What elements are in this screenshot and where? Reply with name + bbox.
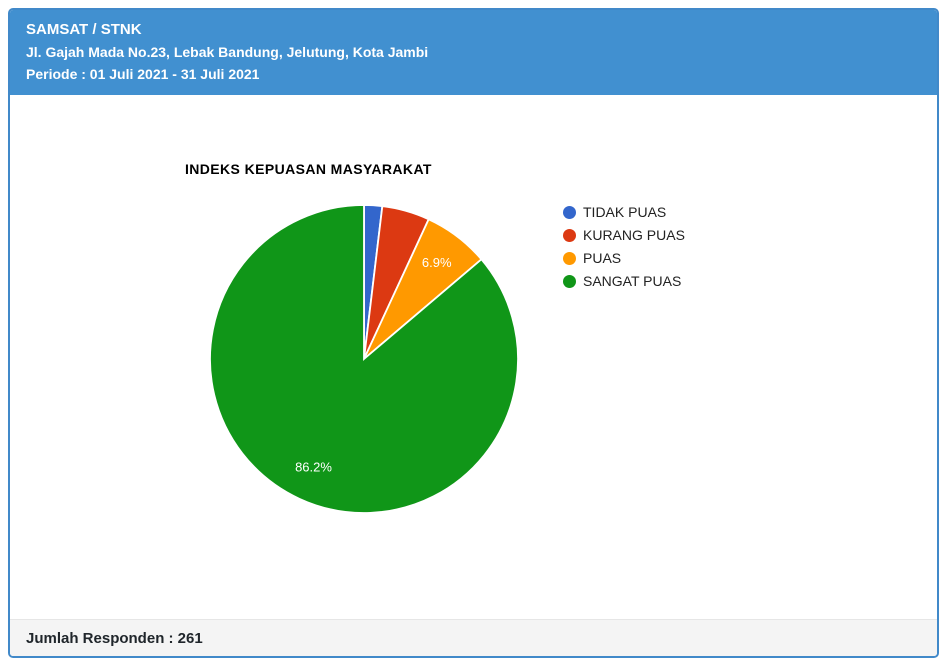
legend-label: KURANG PUAS bbox=[583, 227, 685, 243]
pie-percentage-label: 86.2% bbox=[295, 459, 332, 474]
legend-item-sangat-puas[interactable]: SANGAT PUAS bbox=[563, 273, 685, 289]
pie-percentage-label: 6.9% bbox=[422, 255, 452, 270]
pie-chart-svg: 6.9% 86.2% bbox=[209, 204, 519, 514]
legend-dot bbox=[563, 251, 576, 265]
chart-area: INDEKS KEPUASAN MASYARAKAT 6.9% 86.2% TID… bbox=[10, 95, 937, 619]
legend-item-kurang-puas[interactable]: KURANG PUAS bbox=[563, 227, 685, 243]
respondent-count: Jumlah Responden : 261 bbox=[26, 629, 203, 647]
legend-dot bbox=[563, 205, 576, 219]
report-card: SAMSAT / STNK Jl. Gajah Mada No.23, Leba… bbox=[8, 8, 939, 658]
report-period: Periode : 01 Juli 2021 - 31 Juli 2021 bbox=[26, 66, 260, 82]
pie-chart: 6.9% 86.2% bbox=[208, 203, 520, 515]
legend-label: TIDAK PUAS bbox=[583, 204, 667, 220]
pie-slice-sangat-puas[interactable] bbox=[209, 204, 519, 514]
legend-label: SANGAT PUAS bbox=[583, 273, 682, 289]
office-title: SAMSAT / STNK bbox=[26, 21, 142, 38]
card-header: SAMSAT / STNK Jl. Gajah Mada No.23, Leba… bbox=[10, 10, 937, 95]
card-footer: Jumlah Responden : 261 bbox=[10, 619, 937, 656]
legend-item-puas[interactable]: PUAS bbox=[563, 250, 685, 266]
office-address: Jl. Gajah Mada No.23, Lebak Bandung, Jel… bbox=[26, 44, 429, 60]
legend-item-tidak-puas[interactable]: TIDAK PUAS bbox=[563, 204, 685, 220]
chart-title: INDEKS KEPUASAN MASYARAKAT bbox=[185, 161, 432, 177]
legend-dot bbox=[563, 228, 576, 242]
chart-legend: TIDAK PUAS KURANG PUAS PUAS SANGAT PUAS bbox=[563, 204, 685, 289]
legend-dot bbox=[563, 274, 576, 288]
legend-label: PUAS bbox=[583, 250, 622, 266]
